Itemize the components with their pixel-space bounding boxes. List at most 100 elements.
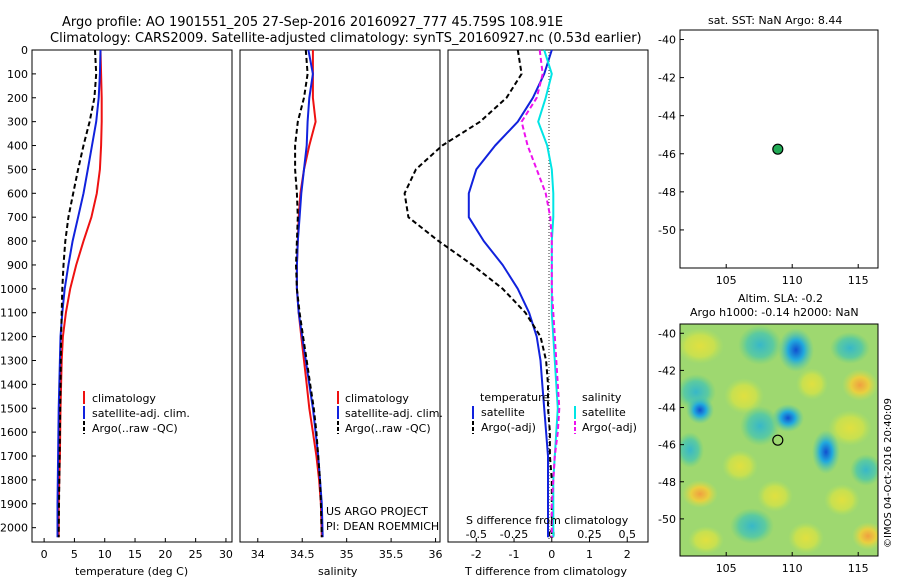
s-diff-xlabel: S difference from climatology: [466, 514, 629, 527]
s-diff-tick-label: -0.25: [500, 528, 528, 541]
legend-s-satellite: satellite: [582, 406, 626, 419]
t-diff-tick-label: 0: [548, 548, 555, 561]
lat-tick-label: -44: [658, 110, 676, 123]
depth-tick-label: 700: [7, 211, 28, 224]
salinity-tick-label: 36: [429, 548, 443, 561]
salinity-profiles: [294, 49, 324, 538]
depth-tick-label: 1700: [0, 450, 28, 463]
salinity-xlabel: salinity: [318, 565, 358, 578]
temperature-tick-label: 25: [189, 548, 203, 561]
depth-tick-label: 200: [7, 92, 28, 105]
credit-project: US ARGO PROJECT: [326, 505, 428, 518]
salinity-tick-label: 34.5: [290, 548, 315, 561]
t-diff-tick-label: 1: [586, 548, 593, 561]
sla-heatmap: [680, 324, 878, 556]
depth-tick-label: 300: [7, 116, 28, 129]
s-diff-tick-label: 0: [548, 528, 555, 541]
sst-title: sat. SST: NaN Argo: 8.44: [708, 14, 842, 27]
argo-line: [57, 49, 98, 538]
t-diff-xlabel: T difference from climatology: [464, 565, 627, 578]
depth-tick-label: 800: [7, 235, 28, 248]
difference-profiles: [403, 49, 561, 538]
legend-s-argo: Argo(-adj): [582, 421, 637, 434]
sla-map-panel: Altim. SLA: -0.2 Argo h1000: -0.14 h2000…: [658, 292, 894, 575]
lat-tick-label: -48: [658, 476, 676, 489]
lon-tick-label: 115: [848, 274, 869, 287]
sla-lon-ticks: 105 110 115: [716, 552, 869, 575]
legend-t-argo: Argo(-adj): [481, 421, 536, 434]
legend-climatology: climatology: [345, 392, 409, 405]
legend-argo: Argo(..raw -QC): [92, 422, 178, 435]
depth-tick-label: 1600: [0, 426, 28, 439]
salinity-panel: 34 34.5 35 35.5 36 salinity climatology sate…: [239, 49, 443, 578]
depth-tick-labels: 0 100 200 300 400 500 600 700 800 900 1000 1100 1200…: [0, 44, 36, 535]
t-diff-tick-label: 2: [624, 548, 631, 561]
legend-satellite: satellite-adj. clim.: [92, 407, 190, 420]
s-argo-line: [520, 49, 561, 538]
depth-tick-label: 1300: [0, 354, 28, 367]
temperature-tick-label: 10: [98, 548, 112, 561]
s-diff-tick-label: 0.25: [577, 528, 602, 541]
depth-tick-label: 0: [21, 44, 28, 57]
salinity-tick-label: 35.5: [379, 548, 404, 561]
salinity-axes: [239, 49, 441, 543]
lat-tick-label: -42: [658, 364, 676, 377]
temperature-tick-label: 5: [71, 548, 78, 561]
s-diff-tick-label: 0.5: [618, 528, 636, 541]
argo-line: [294, 49, 323, 538]
argo-location-marker: [772, 434, 784, 446]
temperature-tick-label: 15: [128, 548, 142, 561]
depth-tick-label: 1200: [0, 331, 28, 344]
depth-tick-label: 1400: [0, 378, 28, 391]
temperature-axes: [31, 49, 233, 543]
t-argo-line: [403, 49, 553, 538]
lat-tick-label: -44: [658, 402, 676, 415]
argo-location-marker: [772, 143, 784, 155]
lat-tick-label: -40: [658, 327, 676, 340]
legend-t-satellite: satellite: [481, 406, 525, 419]
lat-tick-label: -50: [658, 224, 676, 237]
lon-tick-label: 105: [716, 562, 737, 575]
imos-timestamp: ©IMOS 04-Oct-2016 20:40:09: [883, 398, 894, 548]
temperature-tick-label: 30: [219, 548, 233, 561]
temperature-xlabel: temperature (deg C): [75, 565, 188, 578]
difference-tick-labels: -2 -1 0 1 2 -0.5 -0.25 0 0.25 0.5: [466, 528, 636, 561]
lat-tick-label: -40: [658, 34, 676, 47]
lat-tick-label: -48: [658, 186, 676, 199]
sst-map-panel: sat. SST: NaN Argo: 8.44 -40 -42 -44 -46 -48…: [658, 14, 879, 287]
lon-tick-label: 110: [782, 562, 803, 575]
temperature-profiles: [56, 49, 103, 538]
legend-climatology: climatology: [92, 392, 156, 405]
depth-tick-label: 2000: [0, 522, 28, 535]
sst-lon-ticks: 105 110 115: [716, 264, 869, 287]
temperature-legend: climatology satellite-adj. clim. Argo(..…: [83, 391, 190, 435]
lat-tick-label: -42: [658, 72, 676, 85]
depth-tick-label: 900: [7, 259, 28, 272]
credit-pi: PI: DEAN ROEMMICH: [326, 520, 439, 533]
lat-tick-label: -46: [658, 148, 676, 161]
difference-panel: -2 -1 0 1 2 -0.5 -0.25 0 0.25 0.5 S difference fr…: [403, 49, 649, 578]
lon-tick-label: 105: [716, 274, 737, 287]
lon-tick-label: 110: [782, 274, 803, 287]
sla-title-1: Altim. SLA: -0.2: [738, 292, 823, 305]
sst-lat-ticks: -40 -42 -44 -46 -48 -50: [658, 34, 684, 237]
depth-tick-label: 600: [7, 187, 28, 200]
t-diff-tick-label: -2: [471, 548, 482, 561]
sla-lat-ticks: -40 -42 -44 -46 -48 -50: [658, 327, 684, 526]
legend-temperature-title: temperature: [480, 391, 549, 404]
sla-title-2: Argo h1000: -0.14 h2000: NaN: [690, 306, 859, 319]
depth-tick-label: 400: [7, 140, 28, 153]
legend-satellite: satellite-adj. clim.: [345, 407, 443, 420]
depth-tick-label: 1500: [0, 402, 28, 415]
temperature-panel: 0100200300400500600700800900100011001200…: [0, 44, 233, 578]
s-diff-tick-label: -0.5: [466, 528, 487, 541]
title-line-2: Climatology: CARS2009. Satellite-adjuste…: [50, 31, 642, 46]
depth-tick-label: 1800: [0, 474, 28, 487]
legend-salinity-title: salinity: [582, 391, 622, 404]
lat-tick-label: -50: [658, 513, 676, 526]
depth-tick-label: 1000: [0, 283, 28, 296]
legend-argo: Argo(..raw -QC): [345, 422, 431, 435]
sla-markers: [772, 434, 784, 446]
satellite-line: [56, 49, 102, 538]
